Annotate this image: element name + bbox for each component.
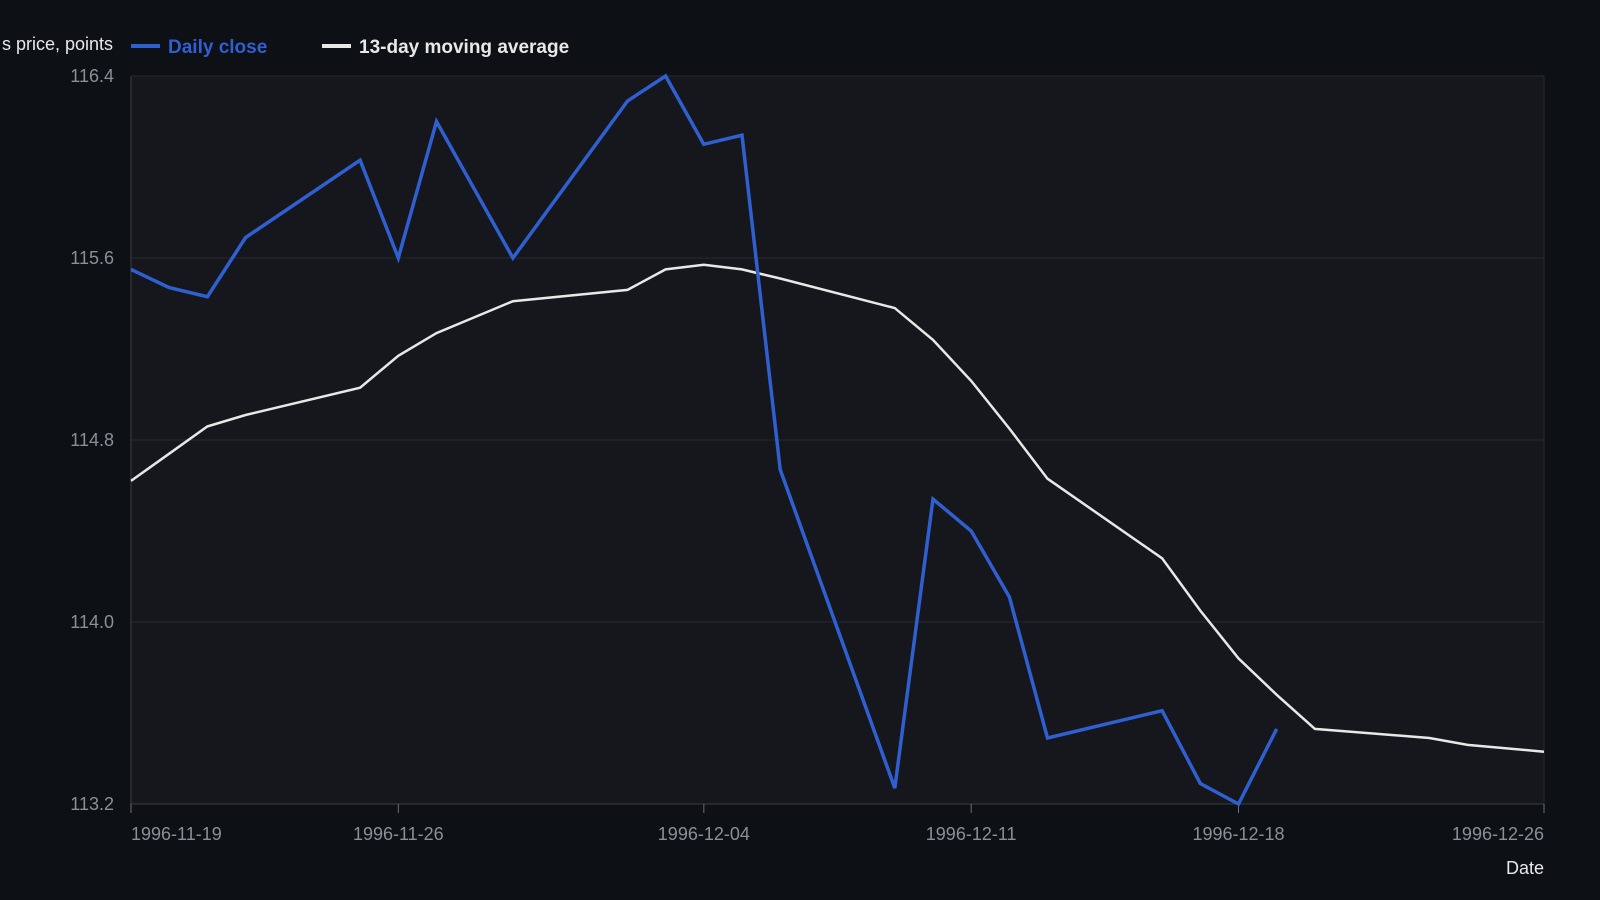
y-tick-label: 113.2 — [70, 794, 114, 814]
y-tick-label: 114.0 — [70, 612, 114, 632]
x-tick-label: 1996-12-18 — [1192, 824, 1284, 844]
legend-label-moving-average: 13-day moving average — [359, 37, 569, 58]
legend: Daily close 13-day moving average — [131, 37, 569, 58]
series-line-daily-close — [130, 73, 1279, 807]
x-tick-label: 1996-12-26 — [1452, 824, 1544, 844]
y-tick-label: 115.6 — [70, 248, 114, 268]
x-tick-label: 1996-11-19 — [131, 824, 222, 844]
y-tick-label: 114.8 — [70, 430, 114, 450]
x-axis-title: Date — [1506, 858, 1544, 878]
axes: 116.4 115.6 114.8 114.0 113.2 1996-11-19 1996-… — [70, 66, 1545, 844]
y-axis-title: s price, points — [2, 34, 113, 54]
legend-label-daily-close: Daily close — [168, 37, 267, 58]
x-tick-label: 1996-12-11 — [926, 824, 1017, 844]
y-tick-label: 116.4 — [70, 66, 114, 86]
gridlines — [131, 75, 1545, 804]
x-tick-label: 1996-11-26 — [353, 824, 444, 844]
x-tick-label: 1996-12-04 — [658, 824, 750, 844]
series-line-moving-average — [130, 263, 1545, 753]
series-lines — [130, 73, 1545, 807]
